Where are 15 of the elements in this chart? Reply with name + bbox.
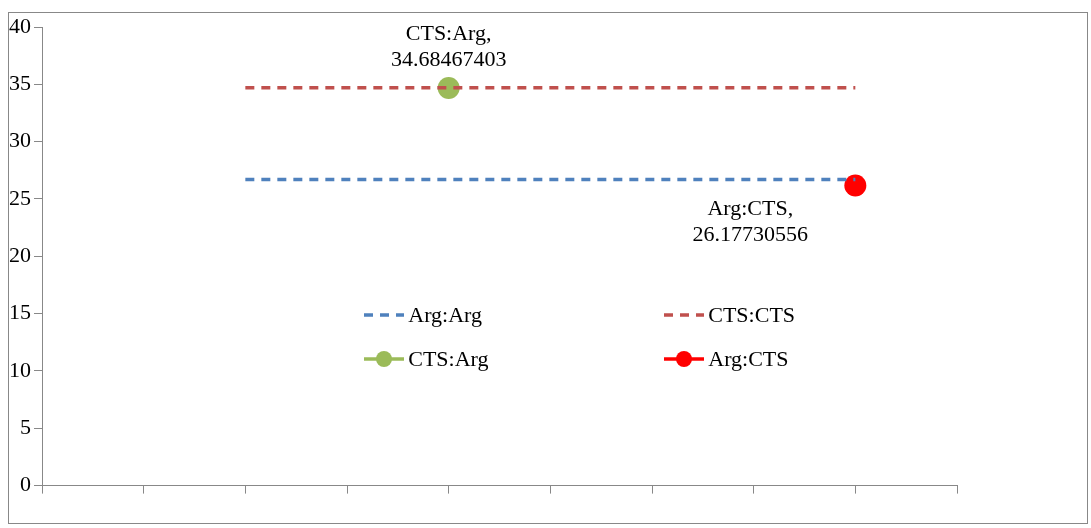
y-tick-label: 40 [9,12,31,38]
y-tick-label: 0 [20,471,31,497]
y-tick-label: 15 [9,299,31,325]
y-tick-label: 20 [9,242,31,268]
y-tick-label: 30 [9,127,31,153]
y-tick-label: 25 [9,184,31,210]
legend-label: Arg:Arg [408,302,482,329]
y-tick-label: 5 [20,414,31,440]
data-label: CTS:Arg, 34.68467403 [390,19,507,71]
y-tick-label: 10 [9,356,31,382]
y-tick-label: 35 [9,70,31,96]
legend-label: CTS:CTS [708,302,796,329]
data-label: Arg:CTS, 26.17730556 [692,195,809,247]
legend-label: Arg:CTS [708,346,789,373]
legend-label: CTS:Arg [408,346,489,373]
